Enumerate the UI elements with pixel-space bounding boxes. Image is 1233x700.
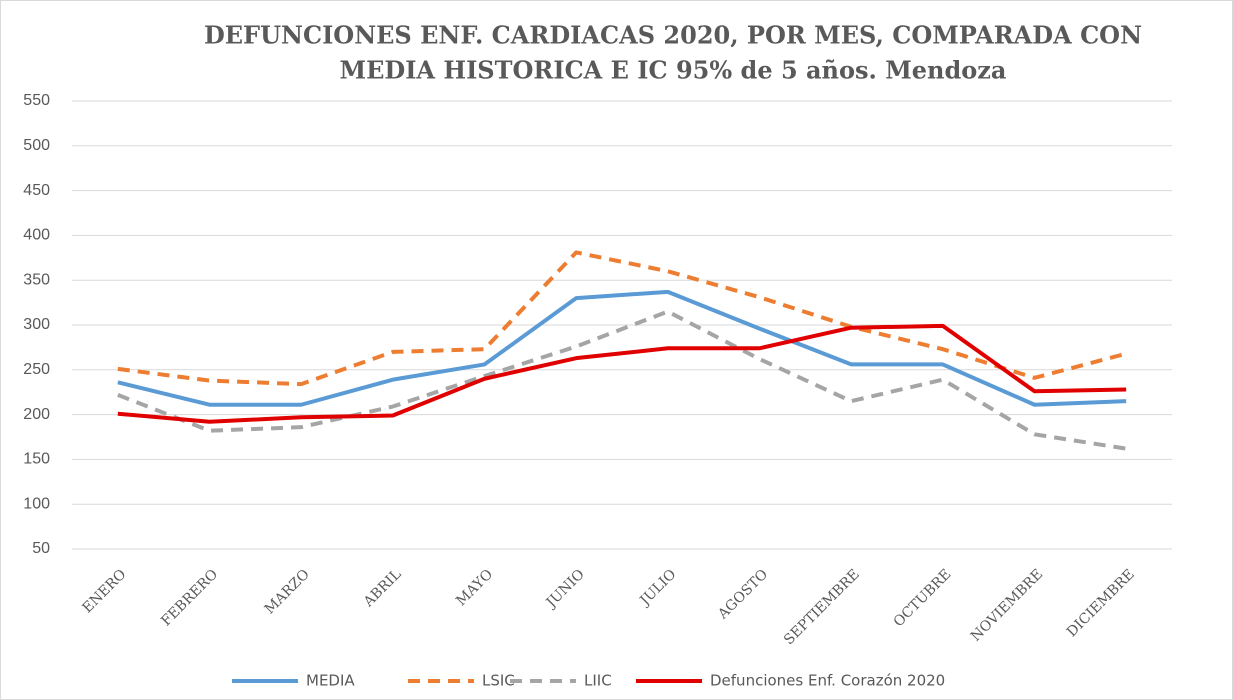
- chart-title: DEFUNCIONES ENF. CARDIACAS 2020, POR MES…: [204, 21, 1142, 50]
- y-tick-label: 500: [23, 137, 50, 154]
- y-tick-label: 200: [23, 406, 50, 423]
- y-tick-label: 350: [23, 271, 50, 288]
- y-tick-label: 450: [23, 182, 50, 199]
- chart-title: MEDIA HISTORICA E IC 95% de 5 años. Mend…: [340, 56, 1007, 85]
- y-tick-label: 400: [23, 227, 50, 244]
- series-line: [117, 323, 1127, 424]
- legend-label: LSIC: [482, 672, 515, 690]
- series-line: [117, 309, 1127, 451]
- series-line: [117, 289, 1127, 407]
- y-tick-label: 550: [23, 92, 50, 109]
- legend-label: Defunciones Enf. Corazón 2020: [710, 672, 945, 690]
- legend-label: MEDIA: [306, 672, 355, 690]
- y-tick-label: 100: [23, 495, 50, 512]
- series-line: [117, 250, 1127, 387]
- legend-label: LIIC: [584, 672, 612, 690]
- y-tick-label: 50: [32, 540, 50, 557]
- y-tick-label: 150: [23, 451, 50, 468]
- y-tick-label: 250: [23, 361, 50, 378]
- y-tick-label: 300: [23, 316, 50, 333]
